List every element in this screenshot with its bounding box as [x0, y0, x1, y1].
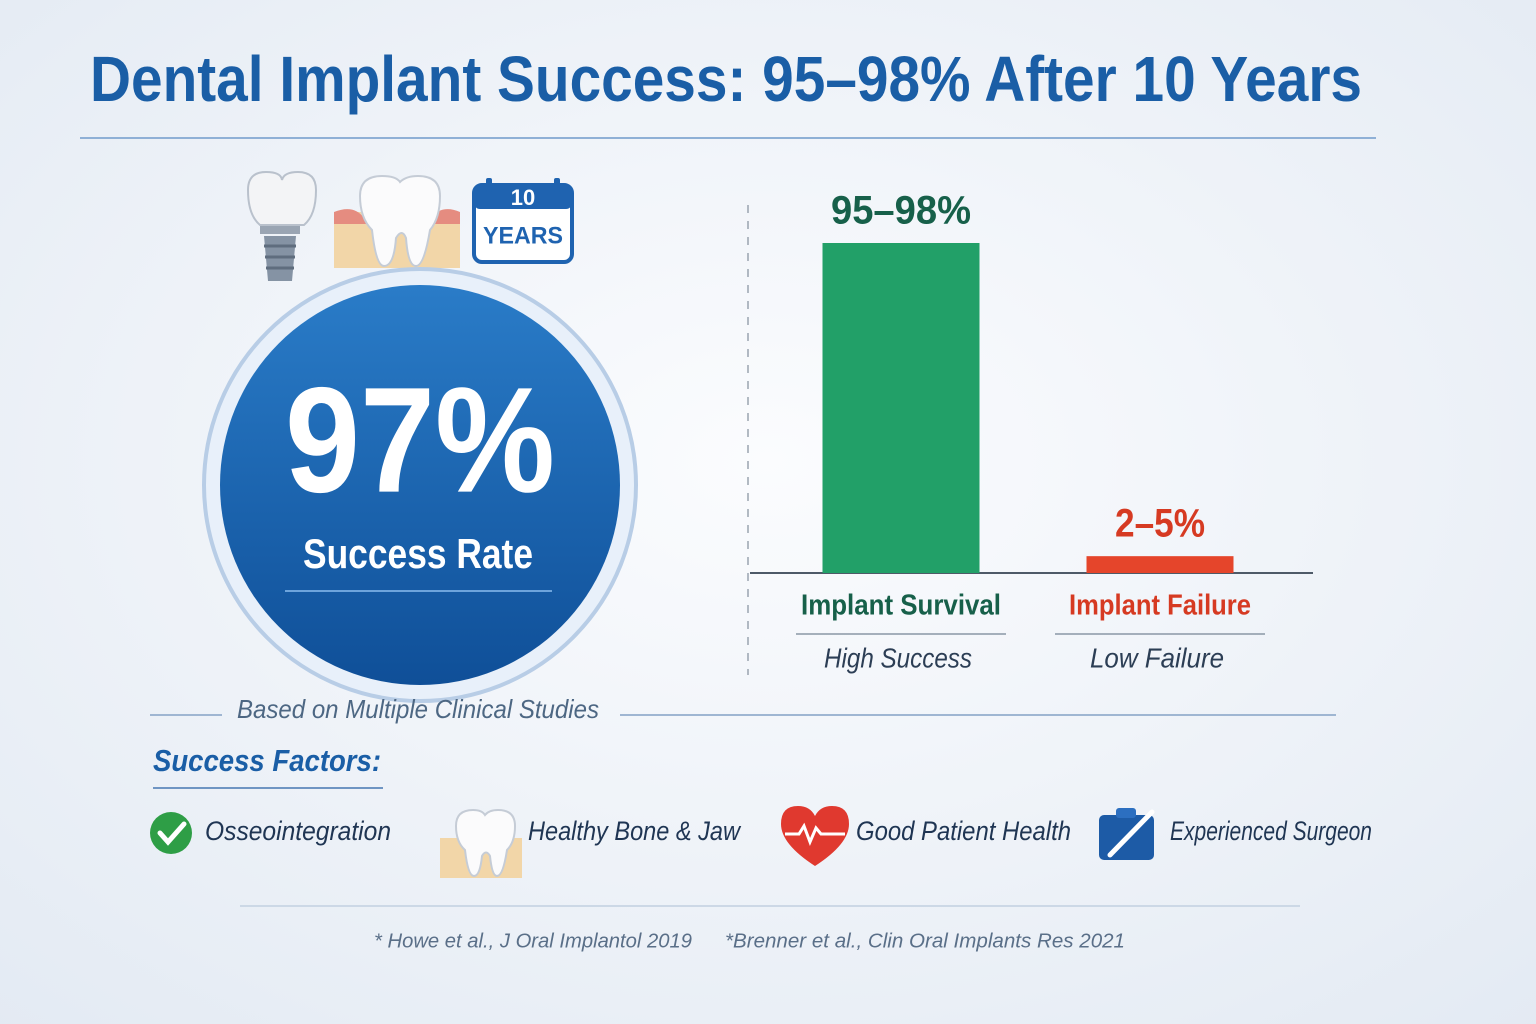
value-label: 2–5%: [1115, 502, 1205, 546]
category-label: Implant Failure: [1069, 590, 1251, 622]
calendar-number: 10: [511, 185, 535, 210]
title: Dental Implant Success: 95–98% After 10 …: [90, 43, 1362, 115]
factor-label: Experienced Surgeon: [1170, 816, 1372, 846]
category-label: Implant Survival: [801, 590, 1001, 622]
bone-tooth-icon: [440, 808, 522, 878]
implant-icon: [246, 170, 318, 281]
hero-disc: [220, 285, 620, 685]
hero-label: Success Rate: [303, 530, 533, 577]
bar: [1086, 556, 1234, 573]
factor-label: Osseointegration: [205, 816, 391, 846]
hero-note: Based on Multiple Clinical Studies: [237, 694, 599, 724]
factor-label: Good Patient Health: [856, 816, 1071, 846]
surgeon-icon: [1099, 808, 1155, 860]
footnote: * Howe et al., J Oral Implantol 2019: [374, 930, 692, 952]
factor-label: Healthy Bone & Jaw: [528, 816, 741, 846]
category-sublabel: High Success: [824, 642, 972, 673]
calendar-label: YEARS: [483, 222, 563, 249]
hero-value: 97%: [285, 356, 555, 524]
heart-icon: [781, 806, 849, 866]
factors-heading: Success Factors:: [153, 743, 381, 778]
tooth-icon: [334, 174, 460, 268]
category-sublabel: Low Failure: [1090, 642, 1224, 673]
check-icon: [150, 812, 192, 854]
calendar-icon: 10 YEARS: [472, 178, 574, 264]
footnote: *Brenner et al., Clin Oral Implants Res …: [725, 930, 1125, 952]
bar: [822, 243, 980, 573]
value-label: 95–98%: [831, 189, 971, 233]
